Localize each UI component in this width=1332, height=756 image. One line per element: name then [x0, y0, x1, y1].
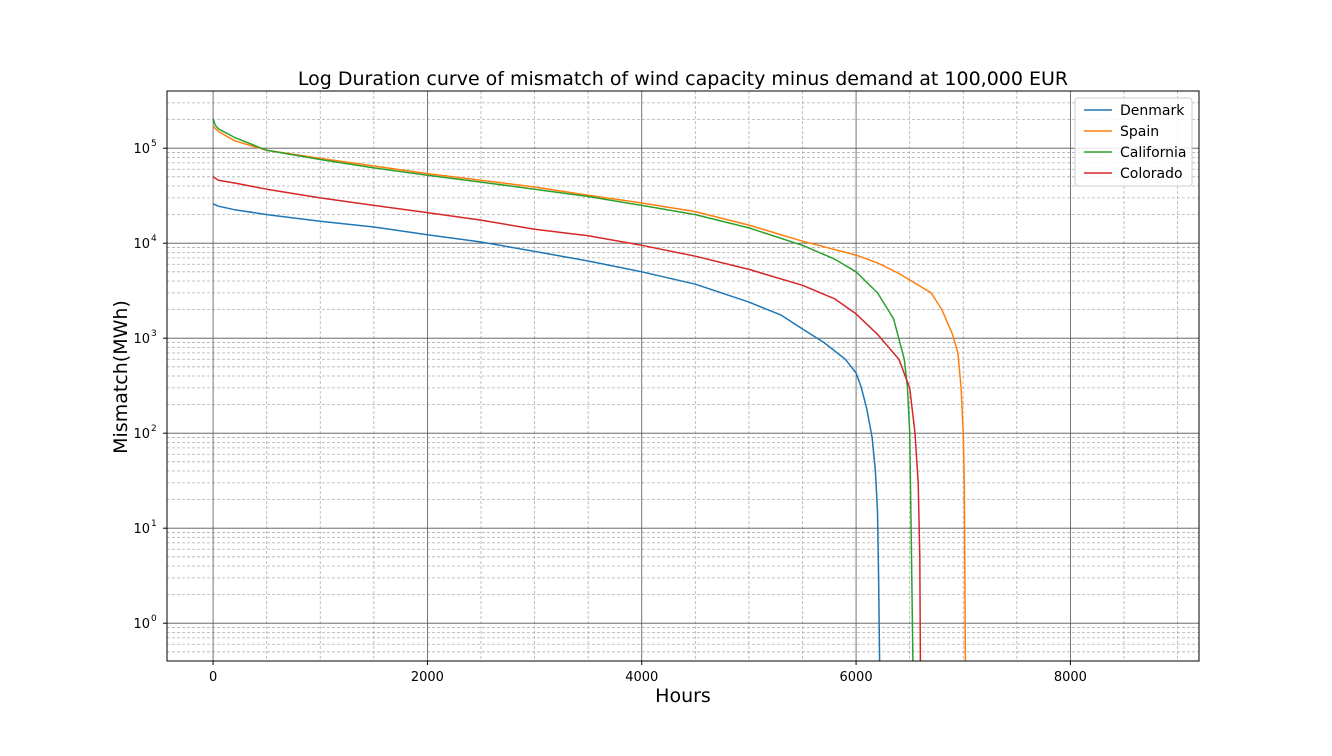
- x-tick-label: 2000: [411, 670, 444, 685]
- x-tick-label: 8000: [1054, 670, 1087, 685]
- series-line-california: [212, 118, 914, 662]
- y-tick-exponent: 0: [151, 614, 157, 624]
- y-tick-label: 10: [133, 142, 150, 157]
- y-tick-label: 10: [133, 237, 150, 252]
- series-line-denmark: [212, 203, 881, 662]
- x-tick-label: 4000: [625, 670, 658, 685]
- y-tick-exponent: 5: [151, 139, 157, 149]
- y-tick-exponent: 4: [151, 234, 157, 244]
- x-axis-ticks: 0 2000 4000 6000 8000: [209, 661, 1087, 685]
- legend-label-spain: Spain: [1120, 124, 1159, 140]
- legend: Denmark Spain California Colorado: [1074, 97, 1193, 187]
- y-tick-exponent: 1: [151, 519, 157, 529]
- x-axis-label: Hours: [655, 685, 711, 707]
- legend-label-colorado: Colorado: [1120, 166, 1183, 182]
- plot-frame: [166, 90, 1200, 662]
- series-line-spain: [212, 125, 967, 662]
- y-tick-exponent: 2: [151, 424, 157, 434]
- major-grid: [167, 91, 1199, 661]
- y-tick-label: 10: [133, 427, 150, 442]
- legend-label-denmark: Denmark: [1120, 103, 1185, 119]
- y-tick-label: 10: [133, 617, 150, 632]
- y-tick-label: 10: [133, 522, 150, 537]
- legend-label-california: California: [1120, 145, 1186, 161]
- y-tick-exponent: 3: [151, 329, 157, 339]
- y-axis-label: Mismatch(MWh): [110, 300, 132, 454]
- chart-title: Log Duration curve of mismatch of wind c…: [298, 68, 1068, 90]
- series-layer: [212, 118, 967, 662]
- legend-frame: [1074, 97, 1193, 187]
- y-tick-label: 10: [133, 332, 150, 347]
- x-tick-label: 0: [209, 670, 217, 685]
- x-tick-label: 6000: [840, 670, 873, 685]
- series-line-colorado: [212, 176, 922, 662]
